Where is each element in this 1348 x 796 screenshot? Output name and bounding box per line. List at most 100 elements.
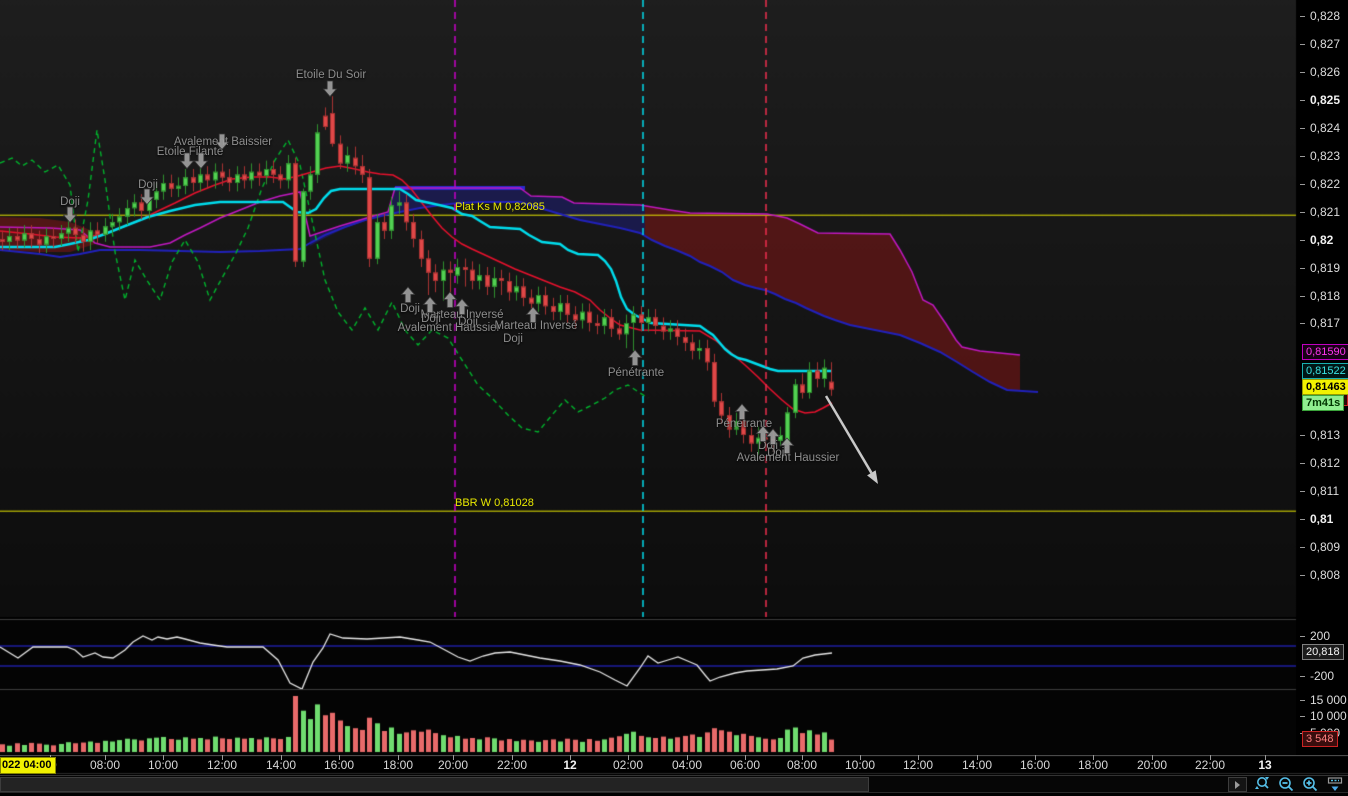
price-tick-label: 0,82 bbox=[1310, 233, 1334, 247]
collapse-panel-button[interactable] bbox=[1325, 776, 1345, 792]
time-tick-mark bbox=[339, 755, 340, 760]
time-tick-mark bbox=[1265, 755, 1266, 760]
pattern-label[interactable]: Pénétrante bbox=[607, 367, 665, 379]
time-tick-label: 13 bbox=[1258, 758, 1272, 772]
price-badge-yellow: 0,81463 bbox=[1302, 379, 1348, 395]
bearish-pattern-arrow-icon bbox=[214, 133, 230, 156]
time-tick-label: 04:00 bbox=[671, 758, 703, 772]
price-tick-mark bbox=[1300, 240, 1305, 241]
pattern-label[interactable]: Doji bbox=[767, 447, 787, 459]
bullish-pattern-arrow-icon bbox=[779, 437, 795, 460]
pattern-label[interactable]: Marteau Inversé bbox=[420, 309, 504, 321]
time-tick-mark bbox=[860, 755, 861, 760]
pattern-label[interactable]: Doji bbox=[60, 196, 80, 208]
price-tick-mark bbox=[1300, 323, 1305, 324]
price-tick-label: 0,826 bbox=[1310, 65, 1341, 79]
pattern-label[interactable]: Doji bbox=[421, 313, 441, 325]
pattern-label[interactable]: Doji bbox=[400, 303, 420, 315]
time-tick-label: 12 bbox=[563, 758, 577, 772]
level-label: Plat Ks M 0,82085 bbox=[455, 201, 545, 213]
time-axis[interactable]: 0008:0010:0012:0014:0016:0018:0020:0022:… bbox=[0, 755, 1348, 774]
time-tick-label: 02:00 bbox=[612, 758, 644, 772]
bearish-pattern-arrow-icon bbox=[179, 152, 195, 175]
price-tick-mark bbox=[1300, 463, 1305, 464]
price-tick-label: 0,827 bbox=[1310, 37, 1341, 51]
price-axis[interactable]: 0,828 0,827 0,826 0,825 0,824 0,823 0,822 0,821… bbox=[1300, 0, 1348, 755]
time-tick-mark bbox=[281, 755, 282, 760]
price-tick-mark bbox=[1300, 184, 1305, 185]
bullish-pattern-arrow-icon bbox=[627, 349, 643, 372]
oscillator-tick-mark bbox=[1300, 636, 1305, 637]
zoom-vertical-icon bbox=[1255, 777, 1269, 789]
bearish-pattern-arrow-icon bbox=[62, 206, 78, 229]
time-tick-label: 22:00 bbox=[496, 758, 528, 772]
pattern-label[interactable]: Doji bbox=[138, 179, 158, 191]
time-tick-label: 12:00 bbox=[902, 758, 934, 772]
time-tick-mark bbox=[222, 755, 223, 760]
bearish-pattern-arrow-icon bbox=[139, 188, 155, 211]
time-tick-label: 14:00 bbox=[961, 758, 993, 772]
time-tick-mark bbox=[1035, 755, 1036, 760]
time-tick-mark bbox=[628, 755, 629, 760]
price-badge-magenta: 0,81590 bbox=[1302, 344, 1348, 360]
time-tick-mark bbox=[398, 755, 399, 760]
time-tick-label: 08:00 bbox=[89, 758, 121, 772]
volume-tick-label: 15 000 bbox=[1310, 693, 1347, 707]
oscillator-tick-label: -200 bbox=[1310, 669, 1335, 683]
pattern-label[interactable]: Marteau Inversé bbox=[494, 320, 578, 332]
oscillator-tick-mark bbox=[1300, 676, 1305, 677]
level-label: BBR W 0,81028 bbox=[455, 497, 534, 509]
scroll-right-button[interactable] bbox=[1228, 777, 1247, 792]
price-tick-mark bbox=[1300, 575, 1305, 576]
time-tick-mark bbox=[802, 755, 803, 760]
collapse-panel-icon bbox=[1327, 777, 1343, 791]
pattern-label[interactable]: Avalement Haussier bbox=[736, 452, 840, 464]
time-tick-mark bbox=[570, 755, 571, 760]
time-tick-mark bbox=[687, 755, 688, 760]
bullish-pattern-arrow-icon bbox=[765, 428, 781, 451]
price-tick-mark bbox=[1300, 72, 1305, 73]
bearish-pattern-arrow-icon bbox=[322, 80, 338, 103]
zoom-in-button[interactable] bbox=[1300, 776, 1320, 792]
price-badge-cyan: 0,81522 bbox=[1302, 363, 1348, 379]
price-tick-label: 0,812 bbox=[1310, 456, 1341, 470]
price-tick-label: 0,819 bbox=[1310, 261, 1341, 275]
chart-scrollbar[interactable] bbox=[0, 775, 1348, 793]
price-tick-label: 0,811 bbox=[1310, 484, 1340, 498]
price-tick-label: 0,808 bbox=[1310, 568, 1341, 582]
price-tick-label: 0,809 bbox=[1310, 540, 1341, 554]
time-tick-label: 14:00 bbox=[265, 758, 297, 772]
zoom-vertical-button[interactable] bbox=[1252, 776, 1272, 792]
price-tick-mark bbox=[1300, 156, 1305, 157]
pattern-label[interactable]: Avalement Haussier bbox=[397, 322, 501, 334]
pattern-label[interactable]: Etoile Filante bbox=[156, 146, 224, 158]
annotation-layer: Plat Ks M 0,82085 BBR W 0,81028 Etoile Du … bbox=[60, 69, 840, 509]
oscillator-tick-label: 200 bbox=[1310, 629, 1331, 643]
scrollbar-thumb[interactable] bbox=[0, 777, 869, 792]
time-tick-mark bbox=[163, 755, 164, 760]
price-tick-mark bbox=[1300, 212, 1305, 213]
time-tick-label: 16:00 bbox=[323, 758, 355, 772]
volume-tick-mark bbox=[1300, 700, 1305, 701]
oscillator-value-box: 20,818 bbox=[1302, 644, 1344, 660]
pattern-label[interactable]: Etoile Du Soir bbox=[295, 69, 367, 81]
price-tick-label: 0,822 bbox=[1310, 177, 1341, 191]
time-tick-mark bbox=[1210, 755, 1211, 760]
zoom-in-icon bbox=[1303, 777, 1318, 792]
price-tick-label: 0,817 bbox=[1310, 316, 1341, 330]
price-tick-mark bbox=[1300, 268, 1305, 269]
pattern-label[interactable]: Pénétrante bbox=[715, 418, 773, 430]
price-tick-mark bbox=[1300, 16, 1305, 17]
bearish-pattern-arrow-icon bbox=[193, 152, 209, 175]
pattern-label[interactable]: Doji bbox=[458, 316, 478, 328]
time-tick-label: 06:00 bbox=[729, 758, 761, 772]
bullish-pattern-arrow-icon bbox=[454, 298, 470, 321]
price-tick-mark bbox=[1300, 519, 1305, 520]
pattern-label[interactable]: Doji bbox=[503, 333, 523, 345]
zoom-out-button[interactable] bbox=[1276, 776, 1296, 792]
bullish-pattern-arrow-icon bbox=[734, 403, 750, 426]
price-tick-mark bbox=[1300, 128, 1305, 129]
zoom-out-icon bbox=[1279, 777, 1294, 792]
